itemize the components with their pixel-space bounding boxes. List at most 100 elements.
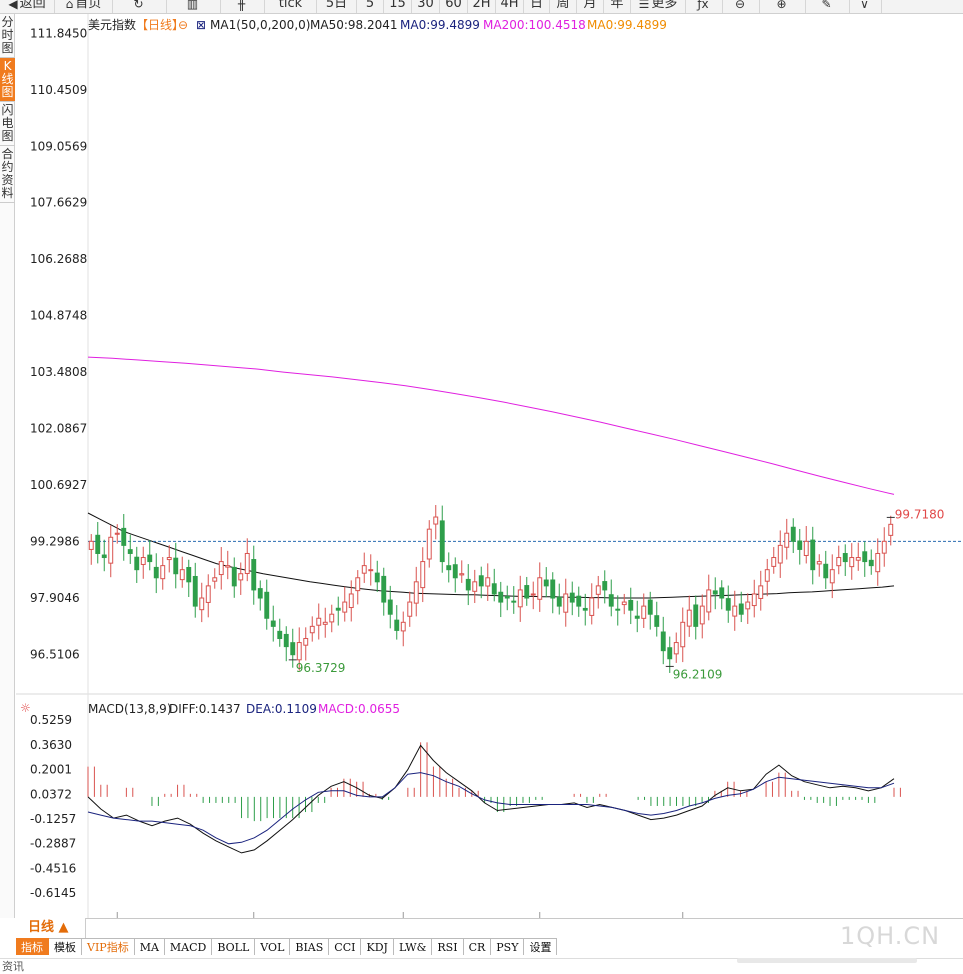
candle-down <box>127 549 133 554</box>
candle-down <box>576 595 582 607</box>
price-tick-label: 96.5106 <box>30 647 80 661</box>
period-12-button[interactable]: 4H <box>496 0 524 13</box>
period-7-button[interactable]: 5 <box>357 0 384 13</box>
candle-up <box>296 642 302 661</box>
indicator-tab-rsi[interactable]: RSI <box>432 938 464 955</box>
header-item-1: 【日线】 <box>136 18 184 32</box>
candle-down <box>628 599 634 611</box>
refresh-button[interactable]: ↻ <box>113 0 167 13</box>
period-15-button[interactable]: 月 <box>577 0 604 13</box>
indicator-tab-设置[interactable]: 设置 <box>524 938 558 955</box>
indicator-tab-bias[interactable]: BIAS <box>290 938 330 955</box>
indicator-tab-ma[interactable]: MA <box>134 938 165 955</box>
draw-pen-button[interactable]: ✎ <box>806 0 850 13</box>
collapse-icon: ∨ <box>860 0 869 11</box>
bar-chart-button[interactable]: ▥ <box>167 0 221 13</box>
candle-down <box>121 527 127 546</box>
indicator-tab-指标[interactable]: 指标 <box>16 938 49 955</box>
kline-chart[interactable]: 111.8450 110.4509 109.0569 107.6629 106.2688… <box>16 14 963 918</box>
candle-down <box>452 564 458 579</box>
price-tick-label: 104.8748 <box>30 309 87 323</box>
side-tab-3[interactable]: 合约资料 <box>0 146 15 203</box>
candle-down <box>511 600 517 603</box>
candle-down <box>153 566 159 579</box>
candle-down <box>667 647 673 660</box>
candle-down <box>478 575 484 587</box>
candle-down <box>862 551 868 563</box>
candle-down <box>335 607 341 611</box>
indicator-tab-kdj[interactable]: KDJ <box>361 938 394 955</box>
period-select-button[interactable]: 日线 ▲ <box>16 918 86 938</box>
candle-up <box>309 625 315 634</box>
candle-down <box>257 588 263 599</box>
indicator-tab-boll[interactable]: BOLL <box>212 938 256 955</box>
toolbar-label: 2H <box>472 0 491 11</box>
indicator-tab-cci[interactable]: CCI <box>329 938 362 955</box>
candlestick-button[interactable]: ╫ <box>221 0 265 13</box>
candle-up <box>368 569 374 572</box>
price-tick-label: 111.8450 <box>30 26 87 40</box>
macd-tick-label: 0.2001 <box>30 763 72 777</box>
toolbar-label: 30 <box>417 0 434 11</box>
candle-up <box>205 585 211 603</box>
toolbar-label: 5日 <box>325 0 348 11</box>
candle-down <box>582 607 588 611</box>
formula-button[interactable]: ƒx <box>686 0 723 13</box>
candle-down <box>290 642 296 656</box>
candle-down <box>712 590 718 595</box>
indicator-tab-模板[interactable]: 模板 <box>49 938 82 955</box>
period-6-button[interactable]: 5日 <box>317 0 357 13</box>
indicator-tab-vol[interactable]: VOL <box>255 938 291 955</box>
candle-up <box>849 557 855 568</box>
indicator-tab-vip指标[interactable]: VIP指标 <box>82 938 135 955</box>
period-11-button[interactable]: 2H <box>468 0 496 13</box>
indicator-tab-psy[interactable]: PSY <box>491 938 525 955</box>
toolbar-label: 月 <box>583 0 597 11</box>
candle-down <box>615 608 621 611</box>
macd-diff: DIFF:0.1437 <box>169 702 241 716</box>
candle-up <box>400 621 406 632</box>
candle-down <box>654 615 660 627</box>
candle-up <box>348 593 354 609</box>
bottom-bar <box>16 918 963 938</box>
period-13-button[interactable]: 日 <box>524 0 550 13</box>
back-arrow-button[interactable]: ◀ 返回 <box>0 0 55 13</box>
menu-button[interactable]: ☰ 更多 <box>631 0 686 13</box>
indicator-tab-macd[interactable]: MACD <box>164 938 213 955</box>
candle-down <box>264 591 270 619</box>
zoom-in-button[interactable]: ⊕ <box>760 0 806 13</box>
indicator-tab-lw&[interactable]: LW& <box>393 938 433 955</box>
period-16-button[interactable]: 年 <box>604 0 631 13</box>
candle-up <box>433 516 439 525</box>
candle-up <box>784 532 790 548</box>
zoom-out-button[interactable]: ⊖ <box>723 0 760 13</box>
period-5-button[interactable]: tick <box>265 0 317 13</box>
period-10-button[interactable]: 60 <box>440 0 468 13</box>
price-tick-label: 102.0867 <box>30 421 87 435</box>
indicator-tab-cr[interactable]: CR <box>463 938 492 955</box>
price-tick-label: 97.9046 <box>30 591 80 605</box>
candle-up <box>225 565 231 568</box>
zoom-in-icon: ⊕ <box>776 0 787 11</box>
footer-news-label[interactable]: 资讯 <box>2 960 24 973</box>
home-button[interactable]: ⌂ 首页 <box>55 0 113 13</box>
candle-up <box>686 609 692 627</box>
candle-down <box>251 559 257 591</box>
side-tab-2[interactable]: 闪电图 <box>0 102 15 146</box>
period-14-button[interactable]: 周 <box>550 0 577 13</box>
candle-down <box>602 581 608 591</box>
candle-up <box>621 601 627 606</box>
candle-down <box>270 620 276 627</box>
period-9-button[interactable]: 30 <box>412 0 440 13</box>
collapse-button[interactable]: ∨ <box>850 0 882 13</box>
toolbar-label: 4H <box>500 0 519 11</box>
candle-up <box>829 569 835 584</box>
horizontal-scrollbar[interactable] <box>737 958 917 963</box>
toolbar-label: 周 <box>556 0 570 11</box>
side-tab-0[interactable]: 分时图 <box>0 14 15 58</box>
period-8-button[interactable]: 15 <box>384 0 412 13</box>
header-item-2: ⊖ <box>178 18 188 32</box>
bar-chart-icon: ▥ <box>186 0 199 11</box>
